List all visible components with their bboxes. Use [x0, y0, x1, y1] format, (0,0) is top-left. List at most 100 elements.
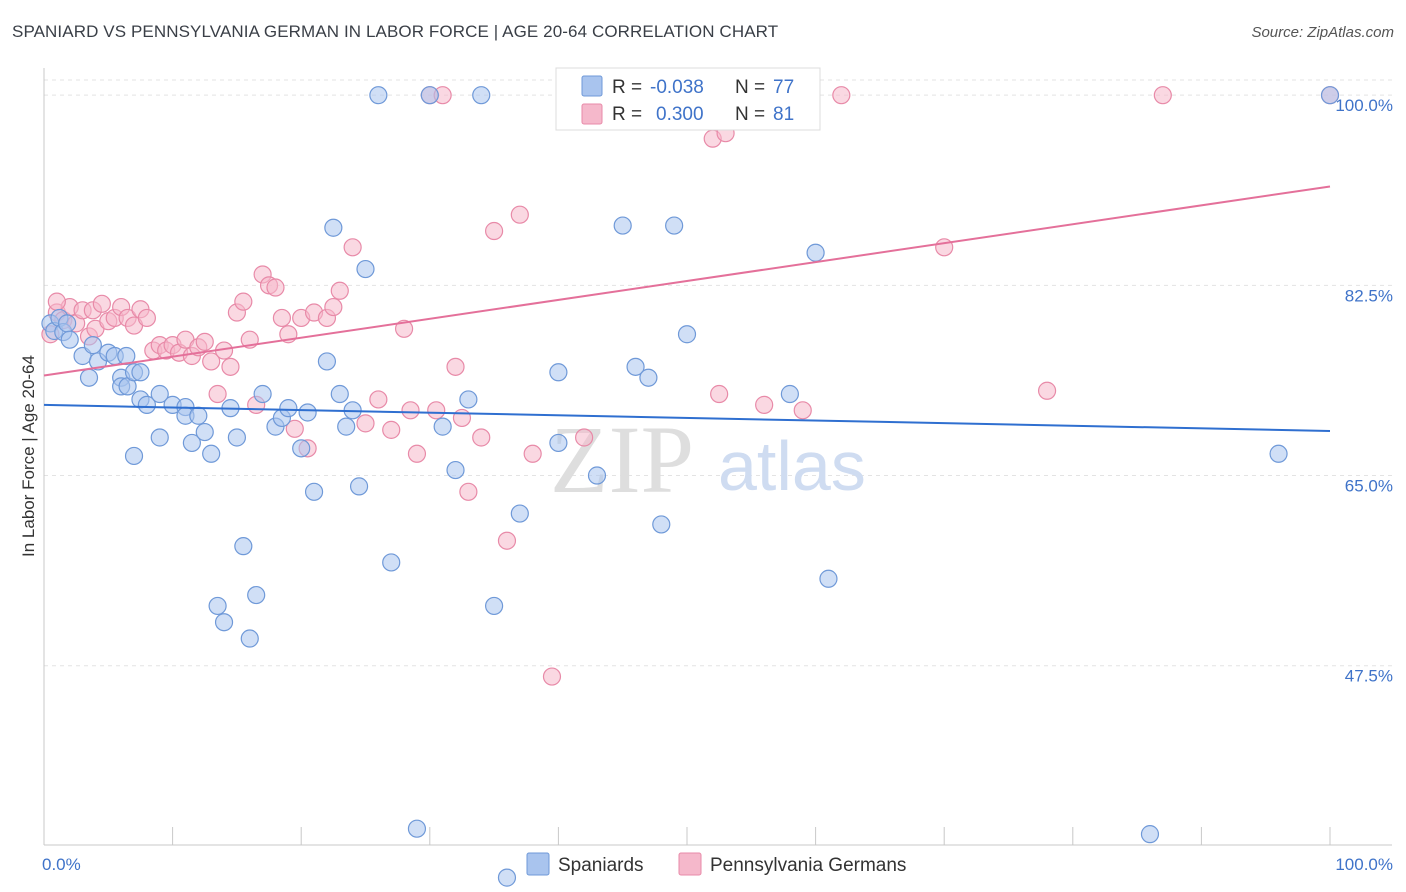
spaniard-point	[324, 218, 343, 237]
spaniard-point	[131, 363, 150, 382]
pa-german-point	[343, 238, 362, 257]
bottom-legend: Spaniards Pennsylvania Germans	[526, 852, 906, 876]
spaniard-point	[819, 569, 838, 588]
spaniard-point	[639, 368, 658, 387]
spaniard-point	[369, 86, 388, 105]
pa-german-point	[1153, 86, 1172, 105]
pa-german-point	[47, 292, 66, 311]
spaniard-point	[60, 330, 79, 349]
spaniard-point	[407, 819, 427, 838]
spaniard-point	[214, 613, 234, 632]
pa-german-point	[427, 401, 446, 420]
spaniard-point	[195, 422, 214, 442]
pa-german-point	[832, 86, 851, 105]
spaniard-point	[337, 417, 356, 436]
spaniard-point	[613, 216, 632, 235]
pa-german-point	[272, 308, 292, 328]
pa-german-point	[710, 384, 729, 404]
pa-german-point	[394, 319, 414, 338]
pa-german-point	[497, 531, 517, 550]
tick-labels: 100.0% 82.5% 65.0% 47.5% 0.0% 100.0%	[42, 96, 1393, 874]
legend-n-label-1: N =	[735, 77, 765, 98]
pa-german-point	[202, 352, 221, 371]
spaniard-point	[208, 596, 227, 616]
pa-german-point	[356, 414, 375, 433]
pa-german-point	[793, 401, 812, 420]
spaniard-point	[485, 596, 504, 616]
pa-german-point	[452, 408, 472, 428]
bottom-legend-swatch-pa-germans	[678, 852, 702, 876]
legend-r-label-1: R =	[612, 77, 642, 98]
spaniard-point	[292, 439, 311, 458]
pa-german-point	[285, 419, 304, 438]
spaniard-point	[510, 504, 529, 523]
y-tick-label: 100.0%	[1335, 96, 1393, 115]
spaniard-point	[446, 460, 465, 480]
trend-lines	[43, 185, 1331, 432]
pa-german-point	[195, 332, 214, 351]
spaniard-point	[420, 86, 439, 105]
data-points	[41, 86, 1340, 887]
pa-german-point	[472, 428, 491, 447]
pa-german-point	[542, 667, 562, 686]
legend-n-label-2: N =	[735, 104, 765, 125]
spaniard-point	[1140, 825, 1160, 844]
pa-german-point	[382, 420, 401, 439]
spaniard-point	[806, 243, 825, 262]
legend-box: R = -0.038 N = 77 R = 0.300 N = 81	[555, 67, 821, 131]
spaniard-point	[279, 399, 298, 418]
pa-german-point	[446, 357, 465, 376]
gridlines	[44, 79, 1392, 667]
bottom-legend-swatch-spaniards	[526, 852, 550, 876]
pa-german-point	[575, 428, 594, 447]
spaniard-point	[677, 325, 697, 344]
watermark: ZIP atlas	[550, 406, 866, 513]
spaniard-point	[780, 384, 799, 404]
pa-german-point	[266, 278, 285, 297]
pa-german-point	[234, 292, 253, 311]
pa-german-point	[459, 482, 478, 501]
legend-n-value-1: 77	[773, 77, 794, 98]
spaniard-point	[459, 390, 478, 409]
x-tick-label: 0.0%	[42, 855, 81, 874]
pa-german-point	[324, 297, 343, 317]
pa-german-point	[407, 444, 427, 463]
spaniard-point	[182, 433, 201, 453]
spaniard-point	[349, 477, 369, 496]
spaniard-point	[234, 537, 253, 556]
spaniard-point	[317, 352, 337, 371]
legend-swatch-spaniards	[581, 75, 603, 97]
chart-title: SPANIARD VS PENNSYLVANIA GERMAN IN LABOR…	[12, 22, 779, 41]
spaniard-point	[652, 515, 671, 534]
spaniard-point	[304, 482, 324, 501]
bottom-legend-label-pa-germans: Pennsylvania Germans	[710, 855, 906, 876]
pa-germans-trend-line	[43, 185, 1331, 377]
pa-german-point	[92, 294, 111, 313]
legend-swatch-pa-germans	[581, 103, 603, 125]
pa-german-point	[1037, 381, 1057, 400]
pa-german-point	[401, 401, 420, 420]
spaniard-point	[117, 346, 136, 366]
spaniard-point	[58, 314, 77, 333]
spaniard-point	[472, 86, 491, 105]
legend-r-value-1: -0.038	[650, 77, 704, 98]
legend-r-value-2: 0.300	[656, 104, 704, 125]
pa-german-point	[485, 221, 504, 241]
spaniard-point	[150, 428, 169, 447]
spaniard-point	[150, 384, 169, 404]
spaniard-point	[497, 868, 517, 887]
spaniard-point	[433, 417, 452, 436]
watermark-atlas: atlas	[718, 427, 866, 505]
pa-german-point	[523, 444, 542, 463]
pa-german-point	[221, 357, 240, 376]
spaniard-point	[253, 384, 272, 404]
y-tick-label: 65.0%	[1345, 477, 1393, 496]
spaniard-point	[189, 406, 208, 425]
pa-german-point	[208, 384, 227, 404]
spaniard-point	[124, 446, 144, 466]
bottom-legend-label-spaniards: Spaniards	[558, 855, 644, 876]
pa-german-point	[369, 390, 388, 409]
x-tick-label: 100.0%	[1335, 855, 1393, 874]
axes	[43, 68, 1392, 846]
